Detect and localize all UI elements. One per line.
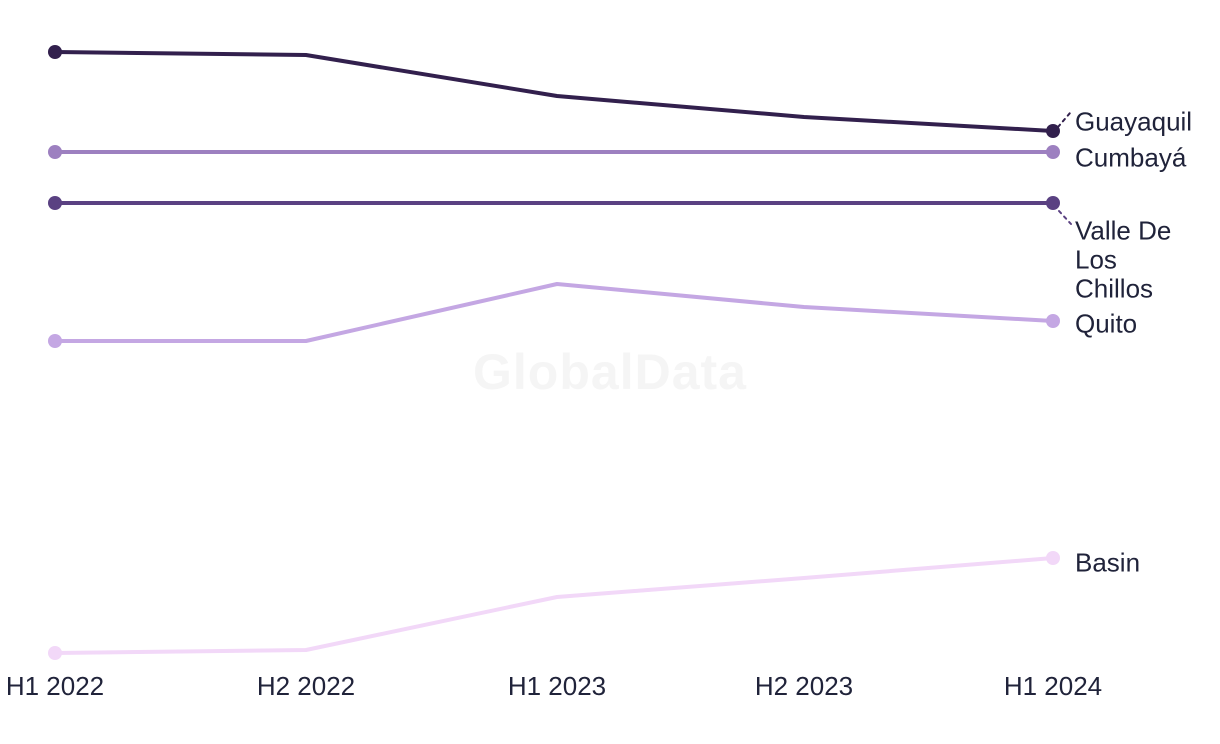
series-point-start-cumbaya	[48, 145, 62, 159]
x-axis-label-h2-2022: H2 2022	[256, 671, 356, 701]
series-line-basin	[53, 556, 1055, 655]
series-label-line: Los	[1075, 244, 1117, 275]
series-label-line: Quito	[1075, 308, 1138, 339]
series-label-line: Cumbayá	[1075, 142, 1187, 173]
x-axis-label-h1-2022: H1 2022	[5, 671, 105, 701]
series-point-start-quito	[48, 334, 62, 348]
series-label-line: Basin	[1075, 547, 1141, 578]
series-label-valle-de-los-chillos: Valle De Los Chillos	[1075, 215, 1172, 304]
leader-line-valle-de-los-chillos	[1058, 210, 1072, 225]
series-point-start-guayaquil	[48, 45, 62, 59]
series-line-guayaquil	[53, 50, 1055, 133]
series-point-end-guayaquil	[1046, 124, 1060, 138]
series-point-start-basin	[48, 646, 62, 660]
globaldata-watermark: GlobalData	[473, 344, 747, 400]
series-label-guayaquil: Guayaquil	[1075, 106, 1193, 137]
series-point-end-valle-de-los-chillos	[1046, 196, 1060, 210]
series-point-start-valle-de-los-chillos	[48, 196, 62, 210]
series-label-cumbaya: Cumbayá	[1075, 142, 1187, 173]
x-axis-label-h1-2024: H1 2024	[1003, 671, 1103, 701]
series-label-line: Guayaquil	[1075, 106, 1193, 137]
series-label-quito: Quito	[1075, 308, 1138, 339]
series-label-line: Chillos	[1075, 273, 1154, 304]
leader-line-guayaquil	[1057, 112, 1071, 128]
x-axis-label-h1-2023: H1 2023	[507, 671, 607, 701]
series-point-end-quito	[1046, 314, 1060, 328]
series-line-quito	[53, 282, 1055, 343]
series-label-line: Valle De	[1075, 215, 1172, 246]
x-axis-label-h2-2023: H2 2023	[754, 671, 854, 701]
series-point-end-cumbaya	[1046, 145, 1060, 159]
series-point-end-basin	[1046, 551, 1060, 565]
series-label-basin: Basin	[1075, 547, 1141, 578]
